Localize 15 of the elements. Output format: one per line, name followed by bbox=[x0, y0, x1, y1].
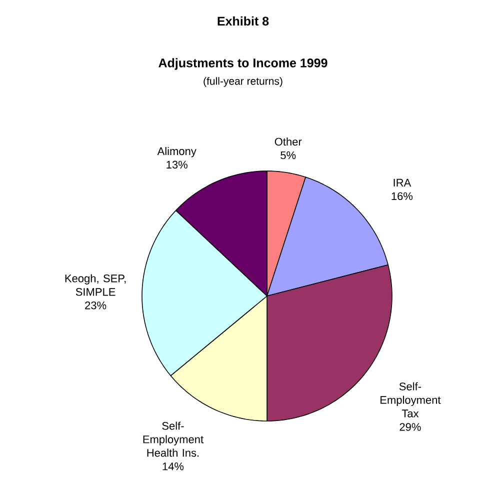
slice-label: Self-Employment Tax bbox=[380, 382, 441, 418]
text: Exhibit 8 bbox=[218, 16, 269, 26]
slice-label: Self-Employment Health Ins. bbox=[143, 422, 204, 457]
slice-label: Keogh, SEP, SIMPLE bbox=[65, 274, 126, 296]
chart-subtitle: (full-year returns) bbox=[204, 77, 282, 87]
data-label: 5% bbox=[280, 151, 296, 160]
slice-label: Alimony bbox=[157, 146, 196, 158]
data-label: 16% bbox=[392, 192, 413, 200]
chart-title: Adjustments to Income 1999 bbox=[158, 58, 328, 70]
slice-label: IRA bbox=[394, 178, 412, 186]
data-label: 13% bbox=[166, 160, 188, 169]
data-label: 14% bbox=[162, 462, 184, 470]
data-label: 29% bbox=[400, 423, 421, 431]
data-label: 23% bbox=[85, 302, 106, 310]
slice-label: Other bbox=[274, 138, 302, 146]
